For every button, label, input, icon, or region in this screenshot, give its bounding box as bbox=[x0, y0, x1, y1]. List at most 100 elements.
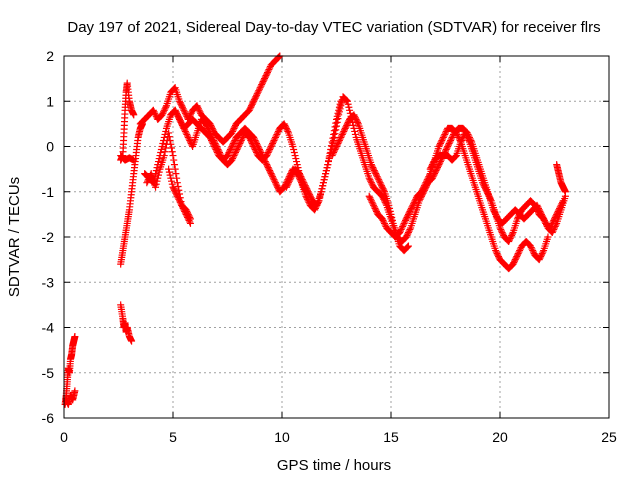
data-point bbox=[529, 248, 537, 256]
data-point bbox=[206, 129, 214, 137]
data-point bbox=[266, 144, 274, 152]
data-point bbox=[226, 146, 234, 154]
data-point bbox=[369, 164, 377, 172]
data-point bbox=[351, 127, 359, 135]
data-point bbox=[187, 109, 195, 117]
data-point bbox=[234, 144, 242, 152]
data-point bbox=[264, 67, 272, 75]
data-point bbox=[374, 174, 382, 182]
data-point bbox=[271, 133, 279, 141]
series-arc-7 bbox=[136, 52, 284, 146]
data-point bbox=[422, 179, 430, 187]
data-point bbox=[174, 182, 182, 190]
data-point bbox=[306, 191, 314, 199]
data-point bbox=[481, 183, 489, 191]
data-point bbox=[401, 218, 409, 226]
data-point bbox=[272, 132, 280, 140]
series-arc-12 bbox=[282, 93, 412, 255]
data-point bbox=[179, 204, 187, 212]
data-point bbox=[428, 161, 436, 169]
data-point bbox=[367, 177, 375, 185]
data-point bbox=[434, 164, 442, 172]
data-point bbox=[482, 186, 490, 194]
data-point bbox=[543, 221, 551, 229]
data-point bbox=[550, 225, 558, 233]
data-point bbox=[247, 103, 255, 111]
data-point bbox=[548, 228, 556, 236]
data-point bbox=[296, 171, 304, 179]
data-point bbox=[436, 158, 444, 166]
data-point bbox=[128, 337, 136, 345]
data-point bbox=[330, 149, 338, 157]
data-point bbox=[321, 173, 329, 181]
data-point bbox=[505, 238, 513, 246]
data-point bbox=[365, 192, 373, 200]
data-point bbox=[267, 170, 275, 178]
data-point bbox=[334, 115, 342, 123]
data-point bbox=[213, 144, 221, 152]
data-point bbox=[208, 133, 216, 141]
data-point bbox=[183, 212, 191, 220]
data-point bbox=[338, 130, 346, 138]
data-point bbox=[271, 135, 279, 143]
data-point bbox=[195, 106, 203, 114]
data-point bbox=[441, 130, 449, 138]
data-point bbox=[181, 127, 189, 135]
data-point bbox=[406, 207, 414, 215]
data-point bbox=[250, 143, 258, 150]
data-point bbox=[169, 183, 177, 191]
data-point bbox=[499, 230, 507, 238]
data-point bbox=[160, 108, 168, 116]
data-point bbox=[178, 120, 186, 128]
data-point bbox=[231, 150, 239, 158]
data-point bbox=[508, 230, 516, 238]
data-point bbox=[372, 207, 380, 215]
data-point bbox=[211, 139, 219, 147]
data-point bbox=[228, 143, 236, 150]
data-point bbox=[282, 183, 290, 191]
data-point bbox=[340, 126, 348, 134]
data-point bbox=[412, 195, 420, 203]
data-point bbox=[262, 159, 270, 167]
data-point bbox=[396, 227, 404, 235]
data-point bbox=[185, 216, 193, 224]
data-point bbox=[405, 209, 413, 217]
data-point bbox=[486, 194, 494, 202]
data-point bbox=[256, 84, 264, 92]
data-point bbox=[527, 242, 535, 250]
data-point bbox=[536, 254, 544, 262]
y-tick-label: 0 bbox=[46, 139, 54, 155]
data-point bbox=[379, 216, 387, 224]
data-point bbox=[270, 136, 278, 144]
data-point bbox=[165, 129, 173, 137]
data-point bbox=[336, 135, 344, 143]
data-point bbox=[324, 161, 332, 169]
data-point bbox=[378, 182, 386, 190]
data-point bbox=[155, 168, 163, 176]
data-point bbox=[246, 135, 254, 143]
data-point bbox=[152, 111, 160, 119]
data-point bbox=[298, 174, 306, 182]
data-point bbox=[181, 209, 189, 217]
data-point bbox=[283, 182, 291, 190]
data-point bbox=[534, 207, 542, 215]
data-point bbox=[186, 218, 194, 226]
data-point bbox=[404, 230, 412, 238]
data-point bbox=[423, 176, 431, 184]
data-point bbox=[233, 146, 241, 154]
data-point bbox=[170, 161, 178, 169]
data-point bbox=[487, 195, 495, 203]
data-point bbox=[205, 127, 213, 135]
data-point bbox=[180, 206, 188, 214]
data-point bbox=[535, 256, 543, 264]
data-point bbox=[71, 387, 79, 395]
data-point bbox=[272, 180, 280, 188]
data-point bbox=[448, 133, 456, 141]
data-point bbox=[274, 54, 282, 62]
data-point bbox=[349, 121, 357, 129]
data-point bbox=[335, 108, 343, 116]
data-point bbox=[247, 138, 255, 146]
data-point bbox=[480, 182, 488, 190]
data-point bbox=[304, 188, 312, 196]
